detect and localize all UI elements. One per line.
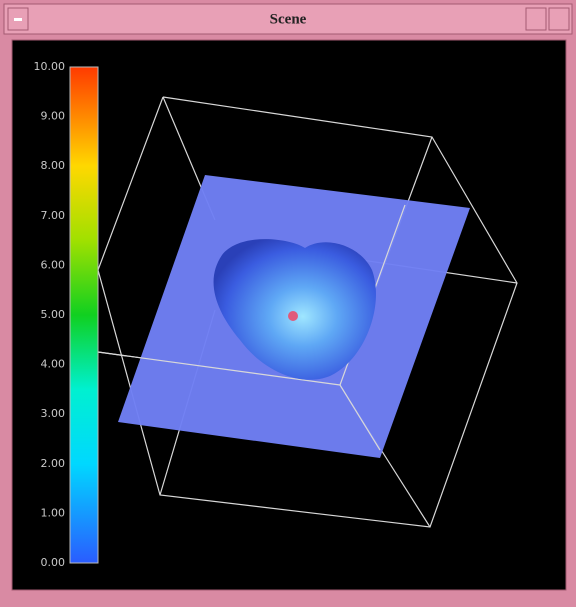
colorbar-label: 3.00 — [41, 407, 66, 420]
minimize-button[interactable] — [525, 7, 547, 31]
colorbar-label: 5.00 — [41, 308, 66, 321]
title-bar — [3, 3, 573, 35]
colorbar-label: 9.00 — [41, 110, 66, 123]
colorbar-label: 1.00 — [41, 506, 66, 519]
colorbar-label: 6.00 — [41, 258, 66, 271]
colorbar-labels: 10.00 9.00 8.00 7.00 6.00 5.00 4.00 3.00 2.00 1.0… — [34, 60, 66, 569]
maximize-button[interactable] — [548, 7, 570, 31]
colorbar-label: 10.00 — [34, 60, 66, 73]
colorbar-label: 0.00 — [41, 556, 66, 569]
isosurface — [213, 239, 376, 380]
colorbar-label: 7.00 — [41, 209, 66, 222]
colorbar — [69, 66, 99, 564]
menu-icon — [14, 18, 22, 21]
window-title: Scene — [270, 11, 307, 27]
marker-point — [288, 311, 298, 321]
colorbar-label: 8.00 — [41, 159, 66, 172]
colorbar-label: 2.00 — [41, 457, 66, 470]
colorbar-label: 4.00 — [41, 358, 66, 371]
